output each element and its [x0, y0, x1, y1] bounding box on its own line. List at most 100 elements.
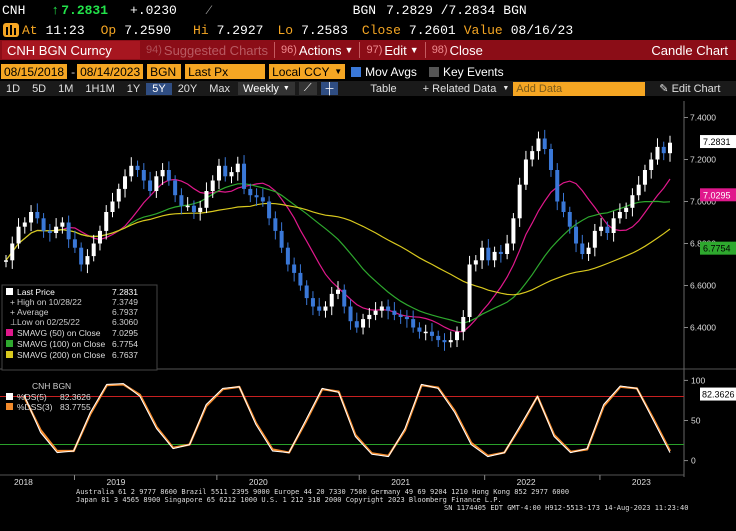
osc-y-tick-label: 0	[691, 456, 696, 466]
candle-body	[242, 163, 247, 189]
table-button[interactable]: Table	[370, 82, 397, 95]
legend-average-label: Average	[17, 307, 49, 317]
field-select[interactable]: Last Px	[185, 64, 266, 79]
actions-menu[interactable]: 96) Actions ▼	[275, 43, 359, 58]
candle-body	[342, 289, 347, 307]
candle-body	[285, 247, 290, 265]
period-1h1m[interactable]: 1H1M	[85, 82, 115, 95]
candle-body	[599, 226, 604, 231]
candle-body	[586, 247, 591, 254]
dss-line	[23, 383, 671, 457]
menu-label: Actions	[298, 42, 342, 58]
candle-body	[22, 222, 27, 227]
frequency-select[interactable]: Weekly ▼	[238, 82, 295, 95]
start-date-field[interactable]: 08/15/2018	[1, 64, 68, 79]
frequency-value: Weekly	[243, 82, 279, 95]
bid-ask: 7.2829 /7.2834	[386, 2, 496, 18]
candle-body	[179, 195, 184, 206]
y-tick-label: 6.6000	[690, 281, 716, 291]
related-data-button[interactable]: + Related Data	[422, 82, 497, 95]
y-tick-label: 7.4000	[690, 113, 716, 123]
line-draw-icon[interactable]: ⟋	[298, 82, 317, 95]
candle-body	[523, 159, 528, 185]
candle-body	[29, 212, 34, 223]
legend-low-icon: ⊥	[10, 317, 18, 327]
quote-time: 11:23	[45, 22, 85, 38]
mov-avgs-checkbox[interactable]	[351, 66, 362, 77]
end-date-field[interactable]: 08/14/2023	[77, 64, 144, 79]
candle-body	[104, 212, 109, 231]
osc-ds-label: %DS(5)	[17, 392, 47, 402]
x-tick-label: 2021	[391, 477, 410, 487]
menu-label: Close	[449, 42, 483, 58]
candle-body	[348, 306, 353, 322]
osc-swatch-dss	[6, 403, 13, 410]
candle-body	[492, 251, 497, 261]
candle-toggle-icon[interactable]: ┼	[320, 82, 339, 95]
candle-body	[655, 146, 660, 160]
price-legend: Last Price 7.2831 + High on 10/28/22 7.3…	[1, 284, 158, 371]
period-1m[interactable]: 1M	[58, 82, 74, 95]
candle-body	[16, 226, 21, 244]
key-events-checkbox[interactable]	[428, 66, 439, 77]
footer-contacts-1: Australia 61 2 9777 8600 Brazil 5511 239…	[76, 488, 570, 496]
candle-body	[642, 170, 647, 185]
candle-body	[480, 247, 485, 261]
period-1y[interactable]: 1Y	[126, 82, 141, 95]
menu-label: Suggested Charts	[163, 42, 268, 58]
sma100-tag	[700, 241, 736, 255]
candle-body	[123, 176, 128, 189]
menu-number: 98)	[431, 44, 448, 56]
candle-body	[223, 165, 228, 177]
candle-body	[498, 251, 503, 254]
candle-body	[41, 218, 46, 231]
suggested-charts-menu[interactable]: 94) Suggested Charts	[140, 43, 274, 58]
candle-body	[85, 256, 90, 265]
add-data-input[interactable]: Add Data	[513, 81, 646, 96]
candle-body	[160, 170, 165, 177]
period-5d[interactable]: 5D	[32, 82, 47, 95]
source-field[interactable]: BGN	[147, 64, 182, 79]
candle-body	[235, 163, 240, 173]
candle-body	[436, 335, 441, 341]
open-value: 7.2590	[124, 22, 172, 38]
price-change: +.0230	[130, 2, 177, 18]
currency-select[interactable]: Local CCY ▼	[269, 64, 346, 79]
price-chart[interactable]: 6.40006.60006.80007.00007.20007.40000501…	[0, 97, 736, 487]
low-value: 7.2583	[301, 22, 348, 38]
edit-chart-button[interactable]: ✎ Edit Chart	[653, 82, 726, 95]
footer-session: SN 1174405 EDT GMT-4:00 H912-5513-173 14…	[444, 504, 689, 512]
osc-dss-label: %DSS(3)	[17, 402, 53, 412]
candle-body	[661, 146, 666, 154]
legend-average-value: 6.7937	[112, 307, 138, 317]
up-arrow-icon: ↑	[51, 2, 60, 18]
candle-body	[367, 314, 372, 320]
osc-ds-value: 82.3626	[60, 392, 91, 402]
candle-body	[473, 260, 478, 265]
close-menu[interactable]: 98) Close	[426, 43, 489, 58]
candle-body	[141, 170, 146, 181]
ohlc-bar: At 11:23 Op 7.2590 Hi 7.2927 Lo 7.2583 C…	[0, 20, 736, 40]
menu-number: 94)	[146, 44, 162, 56]
security-input[interactable]: CNH BGN Curncy	[2, 41, 140, 59]
candle-body	[624, 207, 629, 212]
period-max[interactable]: Max	[209, 82, 231, 95]
edit-menu[interactable]: 97) Edit ▼	[360, 43, 424, 58]
period-1d[interactable]: 1D	[6, 82, 21, 95]
oscillator-legend: CNH BGN %DS(5) 82.3626 %DSS(3) 83.7755	[6, 381, 91, 412]
candle-body	[461, 317, 466, 332]
period-5y[interactable]: 5Y	[146, 82, 172, 95]
candle-body	[561, 201, 566, 212]
candle-body	[204, 191, 209, 208]
candles	[4, 129, 672, 351]
candle-body	[173, 180, 178, 196]
candle-body	[292, 264, 297, 273]
ds-line	[23, 383, 671, 458]
legend-sma50-label: SMAVG (50) on Close	[17, 328, 101, 338]
period-20y[interactable]: 20Y	[177, 82, 198, 95]
candle-body	[329, 293, 334, 307]
candle-body	[216, 165, 221, 181]
candle-body	[605, 226, 610, 233]
candle-body	[636, 184, 641, 196]
y-tick-label: 6.4000	[690, 323, 716, 333]
